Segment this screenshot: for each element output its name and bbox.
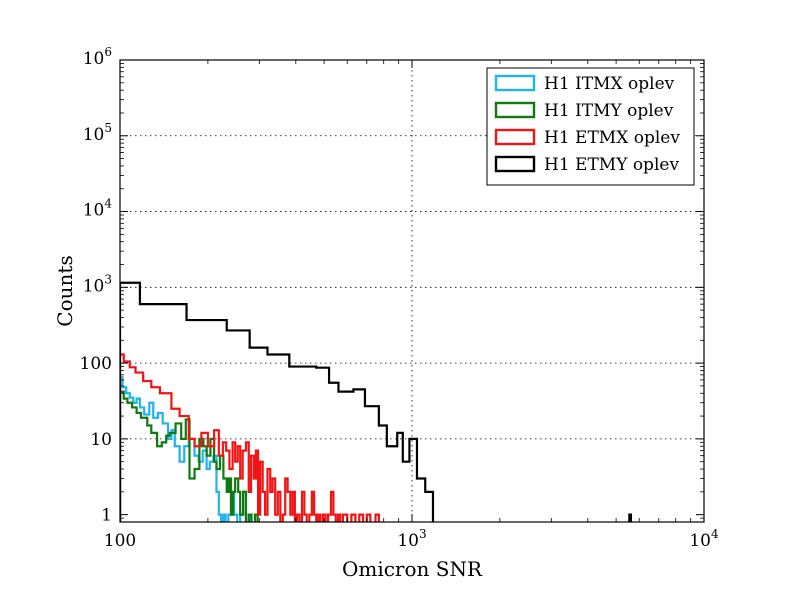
y-tick-label: 1	[101, 506, 112, 526]
y-tick-label: 106	[83, 45, 112, 69]
series-3-histogram	[120, 353, 380, 522]
series-2-histogram	[120, 390, 259, 522]
x-tick-label: 100	[104, 531, 136, 551]
legend-label: H1 ITMY oplev	[544, 101, 674, 121]
legend-swatch	[494, 74, 536, 92]
grid	[120, 59, 704, 522]
legend-label: H1 ITMX oplev	[544, 74, 675, 94]
series-4-histogram	[120, 281, 633, 522]
legend-label: H1 ETMY oplev	[544, 155, 679, 175]
y-axis-label: Counts	[53, 255, 77, 326]
legend-swatch	[494, 101, 536, 119]
y-tick-label: 105	[83, 121, 112, 145]
legend-swatch	[494, 128, 536, 146]
y-tick-label: 10	[90, 430, 112, 450]
y-tick-label: 103	[83, 272, 112, 296]
legend-label: H1 ETMX oplev	[544, 128, 680, 148]
legend-box	[486, 67, 695, 186]
x-tick-label: 103	[397, 527, 426, 551]
legend-swatch	[494, 155, 536, 173]
axis-ticks: 1 10 100 103 104 105 106 100 103 104	[80, 45, 719, 551]
x-tick-label: 104	[689, 527, 719, 551]
y-tick-label: 104	[83, 197, 113, 221]
y-tick-label: 100	[80, 354, 112, 374]
series-layer	[120, 281, 633, 522]
x-axis-label: Omicron SNR	[342, 557, 483, 581]
legend: H1 ITMX oplev H1 ITMY oplev H1 ETMX oplev H…	[486, 67, 695, 186]
